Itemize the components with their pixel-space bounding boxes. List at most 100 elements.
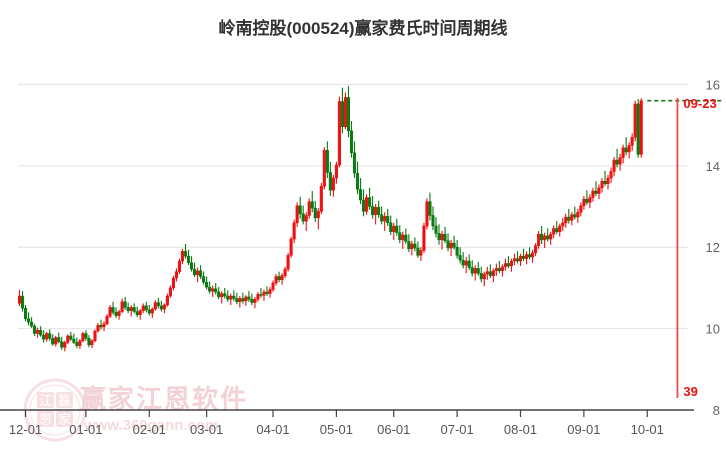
candlestick (503, 258, 507, 271)
candle-body (549, 233, 553, 240)
candle-body (371, 206, 375, 215)
candlestick (60, 336, 64, 350)
candle-body (398, 232, 402, 241)
candlestick (238, 296, 242, 308)
candle-body (479, 273, 483, 280)
candle-body (552, 228, 556, 235)
candlestick (464, 256, 468, 274)
candlestick (413, 237, 417, 252)
candle-body (603, 181, 607, 184)
x-axis-tick-label: 03-01 (190, 422, 223, 437)
candle-body (205, 281, 209, 288)
candle-body (540, 233, 544, 241)
candlestick (196, 267, 200, 283)
candlestick (298, 196, 302, 219)
candlestick (93, 329, 97, 343)
candlestick (144, 301, 148, 313)
candle-body (33, 325, 37, 334)
candlestick (561, 217, 565, 231)
candlestick (334, 161, 338, 184)
candlestick (51, 334, 55, 346)
candle-body (150, 308, 154, 314)
candlestick (205, 276, 209, 290)
candlestick (500, 264, 504, 277)
candle-body (377, 207, 381, 215)
candlestick (371, 195, 375, 219)
candle-body (165, 295, 169, 306)
candlestick (180, 248, 185, 265)
candlestick (352, 141, 357, 179)
candlestick (232, 290, 236, 301)
candlestick (111, 301, 115, 315)
candlestick (54, 335, 58, 347)
candlestick (437, 224, 441, 245)
candle-body (558, 225, 562, 232)
candle-body (585, 198, 589, 203)
candle-body (144, 305, 148, 311)
candle-body (247, 296, 251, 300)
candlestick (410, 240, 414, 256)
candle-body (434, 225, 438, 234)
candle-body (437, 233, 441, 241)
candle-body (313, 207, 317, 219)
candle-body (135, 311, 139, 316)
candlestick (66, 334, 70, 345)
candlestick (199, 265, 203, 279)
candle-body (253, 299, 257, 303)
candlestick (286, 252, 290, 272)
candle-body (87, 338, 91, 346)
candle-body (500, 266, 504, 272)
candle-body (180, 251, 185, 262)
candlestick (349, 121, 354, 158)
candlestick (452, 235, 456, 250)
x-axis-tick-label: 01-01 (69, 422, 102, 437)
candle-body (117, 311, 121, 316)
candle-body (506, 263, 510, 267)
candle-body (72, 338, 76, 343)
candle-body (368, 197, 372, 207)
candlestick (482, 271, 486, 287)
candle-body (343, 97, 348, 127)
candlestick (506, 256, 510, 269)
candlestick (138, 309, 142, 320)
candle-body (328, 172, 332, 191)
candle-body (452, 242, 456, 248)
candlestick (193, 262, 197, 278)
candle-body (331, 177, 335, 191)
candle-body (189, 262, 194, 270)
candle-body (301, 213, 305, 222)
candle-body (337, 101, 341, 166)
candle-body (374, 207, 378, 215)
candlestick (479, 266, 483, 283)
candlestick (603, 170, 607, 187)
candlestick (30, 317, 34, 328)
candle-body (422, 225, 426, 251)
candlestick (404, 228, 408, 244)
candle-body (639, 100, 643, 155)
candlestick (600, 178, 604, 193)
candlestick (337, 96, 341, 168)
candle-body (600, 181, 604, 189)
candle-body (78, 340, 82, 346)
candle-body (340, 101, 344, 127)
candle-body (81, 333, 85, 342)
candlestick (328, 161, 332, 196)
candle-body (627, 145, 631, 153)
candlestick (380, 206, 384, 225)
candlestick (186, 249, 191, 266)
candlestick (346, 86, 351, 138)
candle-body (298, 205, 302, 215)
candlestick (69, 331, 73, 341)
x-axis-tick-label: 12-01 (9, 422, 42, 437)
candle-body (238, 298, 242, 302)
candle-body (476, 268, 480, 274)
candle-body (425, 201, 429, 227)
candle-body (75, 342, 79, 346)
candle-body (214, 288, 218, 293)
candle-body (349, 130, 354, 154)
candlestick (174, 268, 178, 282)
candlestick (434, 217, 438, 238)
candle-body (232, 295, 236, 299)
candlestick (81, 331, 85, 343)
